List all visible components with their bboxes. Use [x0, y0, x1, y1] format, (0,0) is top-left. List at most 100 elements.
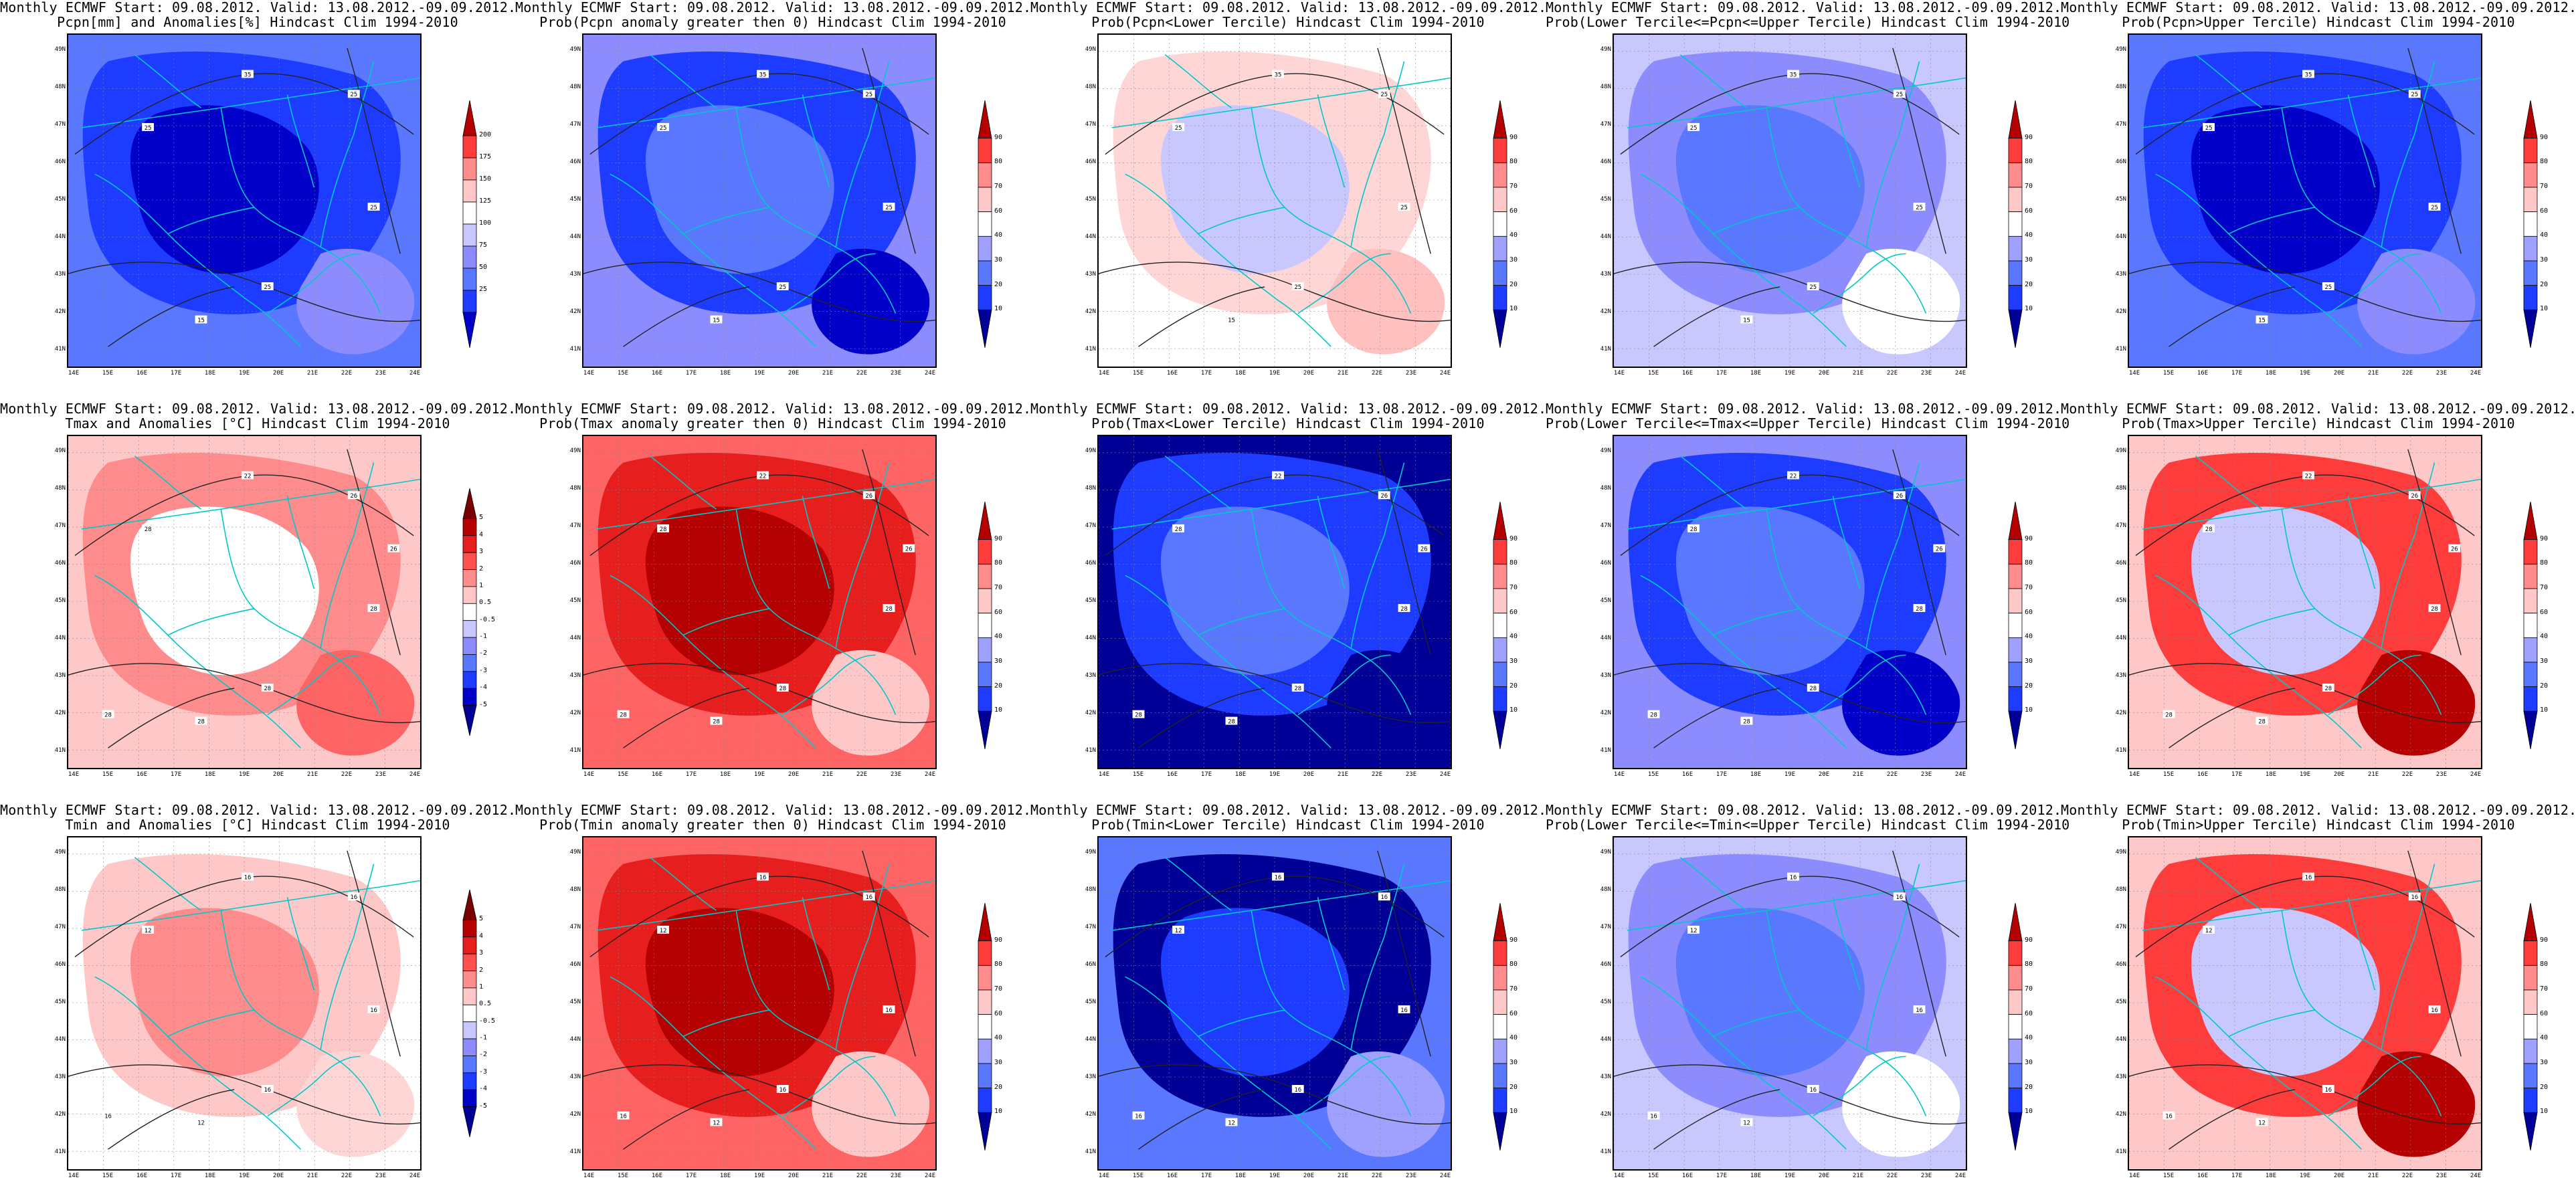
- contour-label: 26: [865, 493, 872, 500]
- colorbar-segment: [2008, 1038, 2023, 1064]
- country-border: [1679, 456, 1747, 510]
- colorbar-segment: [978, 940, 992, 966]
- colorbar-label: 80: [994, 158, 1003, 166]
- map-frame: 22 28 26 28 28 28 28 26: [1097, 435, 1452, 769]
- map-panel: Monthly ECMWF Start: 09.08.2012. Valid: …: [1030, 0, 1546, 401]
- longitude-tick-label: 17E: [2231, 370, 2243, 377]
- map-fill-region: [812, 1051, 930, 1157]
- contour-label: 16: [1916, 1007, 1923, 1014]
- colorbar-segment: [2008, 309, 2023, 348]
- colorbar-segment: [2008, 965, 2023, 991]
- longitude-tick-label: 22E: [2401, 1173, 2413, 1179]
- latitude-tick-label: 46N: [1085, 159, 1096, 165]
- map-panel: Monthly ECMWF Start: 09.08.2012. Valid: …: [0, 401, 516, 803]
- longitude-tick-label: 19E: [238, 771, 250, 778]
- latitude-tick-label: 46N: [54, 159, 66, 165]
- colorbar: [462, 890, 478, 1137]
- country-border: [2381, 462, 2435, 649]
- contour-label: 16: [2305, 874, 2312, 881]
- colorbar-label: 30: [2540, 256, 2549, 264]
- isoline: [1138, 688, 1265, 748]
- contour-label-bg: [2203, 925, 2215, 934]
- map-plot: 16 12 16 16 16 12 16: [68, 837, 420, 1169]
- longitude-tick-label: 15E: [2163, 370, 2175, 377]
- colorbar-label: 70: [1509, 183, 1518, 190]
- map-plot: 35 25 25 25 25 15: [2129, 35, 2481, 367]
- contour-label-bg: [1378, 491, 1390, 500]
- longitude-tick-label: 24E: [409, 370, 421, 377]
- contour-label-bg: [261, 282, 274, 290]
- country-border: [267, 654, 361, 716]
- contour-label: 25: [865, 92, 872, 98]
- colorbar-segment: [1493, 965, 1507, 991]
- contour-label-bg: [2163, 710, 2175, 718]
- latitude-tick-label: 46N: [569, 560, 581, 567]
- longitude-tick-label: 23E: [890, 1173, 902, 1179]
- contour-label: 28: [264, 686, 271, 692]
- longitude-tick-label: 19E: [1784, 771, 1796, 778]
- longitude-tick-label: 14E: [1613, 370, 1625, 377]
- colorbar-segment: [462, 488, 477, 519]
- latitude-tick-label: 43N: [569, 1074, 581, 1080]
- colorbar-label: 50: [479, 264, 488, 271]
- panel-header-line: Monthly ECMWF Start: 09.08.2012. Valid: …: [1030, 0, 1547, 15]
- colorbar-label: 20: [2025, 1083, 2033, 1091]
- longitude-tick-label: 19E: [238, 370, 250, 377]
- longitude-tick-label: 23E: [890, 370, 902, 377]
- longitude-tick-label: 23E: [1405, 771, 1417, 778]
- colorbar-label: 0.5: [479, 599, 492, 607]
- contour-label: 16: [1809, 1087, 1817, 1094]
- colorbar-segment: [1493, 138, 1507, 163]
- country-border: [1640, 173, 1847, 347]
- country-border: [596, 478, 935, 530]
- contour-label-bg: [1172, 925, 1185, 934]
- colorbar-label: -0.5: [479, 615, 496, 623]
- contour-label: 16: [779, 1087, 786, 1094]
- contour-label: 28: [2324, 686, 2332, 692]
- country-border: [267, 1056, 361, 1117]
- latitude-tick-label: 42N: [1600, 710, 1611, 716]
- longitude-tick-label: 20E: [788, 370, 800, 377]
- colorbar-segment: [2008, 502, 2023, 540]
- contour-label: 28: [660, 526, 667, 533]
- colorbar-segment: [2008, 285, 2023, 310]
- contour-label-bg: [1132, 710, 1145, 718]
- colorbar-segment: [2008, 100, 2023, 139]
- map-frame: 35 25 25 25 25 15: [67, 33, 422, 368]
- contour-label: 16: [2324, 1087, 2332, 1094]
- colorbar-segment: [978, 309, 992, 348]
- isoline: [108, 688, 235, 748]
- contour-label-bg: [142, 925, 155, 934]
- contour-label: 25: [1809, 284, 1817, 291]
- contour-label-bg: [1740, 716, 1753, 725]
- longitude-tick-label: 24E: [1439, 1173, 1451, 1179]
- colorbar-label: 40: [2025, 633, 2033, 641]
- colorbar-segment: [462, 603, 477, 621]
- map-fill-region: [1675, 506, 1865, 676]
- colorbar-label: 20: [994, 280, 1003, 288]
- contour-label: 22: [1275, 473, 1282, 480]
- contour-label-bg: [1893, 892, 1906, 901]
- longitude-tick-label: 18E: [1234, 771, 1247, 778]
- colorbar-label: 40: [1509, 231, 1518, 239]
- longitude-tick-label: 16E: [1681, 771, 1693, 778]
- contour-label-bg: [2322, 1085, 2334, 1093]
- colorbar-svg: [2008, 502, 2023, 749]
- country-border: [649, 54, 717, 108]
- colorbar-label: 20: [994, 682, 1003, 690]
- latitude-tick-label: 49N: [569, 447, 581, 454]
- map-fill-region: [1160, 506, 1350, 676]
- colorbar-segment: [462, 135, 477, 159]
- colorbar-label: 80: [2025, 961, 2033, 969]
- colorbar: [977, 903, 993, 1150]
- colorbar-segment: [1493, 1063, 1507, 1089]
- contour-label: 16: [2165, 1114, 2173, 1120]
- country-border: [1198, 1009, 1285, 1037]
- colorbar-label: -0.5: [479, 1017, 496, 1025]
- contour-label: 16: [1294, 1087, 1301, 1094]
- longitude-tick-label: 24E: [924, 370, 936, 377]
- panel-header-line: Monthly ECMWF Start: 09.08.2012. Valid: …: [515, 0, 1032, 15]
- longitude-tick-label: 22E: [856, 370, 868, 377]
- longitude-tick-label: 14E: [2128, 1173, 2140, 1179]
- longitude-tick-label: 15E: [102, 1173, 114, 1179]
